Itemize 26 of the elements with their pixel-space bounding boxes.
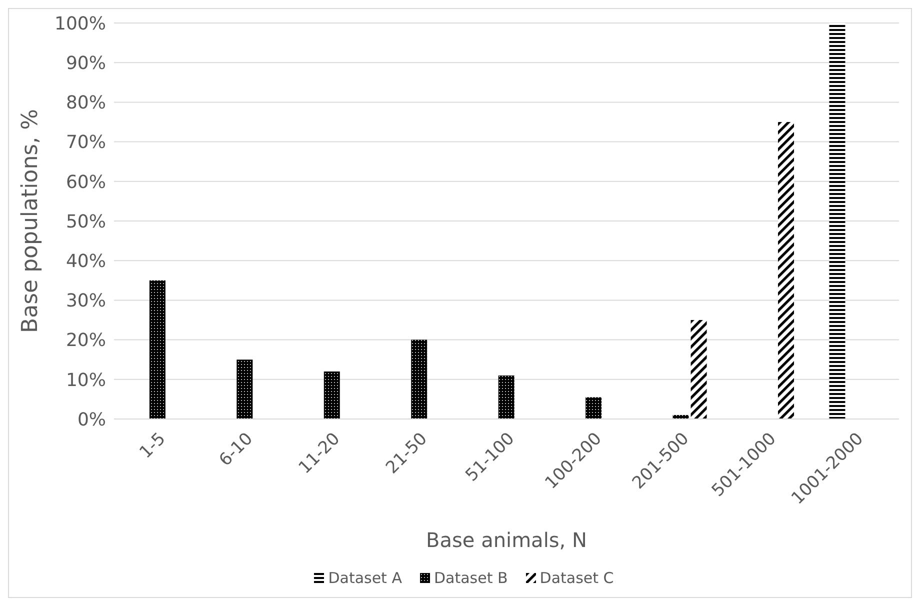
y-axis-title: Base populations, % [18, 109, 43, 333]
bar [324, 371, 340, 419]
y-tick-label: 90% [66, 52, 106, 74]
legend-label: Dataset C [540, 569, 614, 587]
bar [778, 122, 794, 419]
x-axis-title: Base animals, N [426, 528, 587, 552]
legend-label: Dataset A [328, 569, 402, 587]
bar [149, 280, 166, 419]
bar [411, 340, 428, 419]
y-tick-label: 70% [66, 132, 106, 154]
y-tick-label: 50% [66, 211, 106, 232]
y-tick-label: 30% [66, 290, 106, 312]
y-tick-label: 60% [66, 172, 106, 193]
bar [690, 320, 707, 419]
y-tick-label: 10% [66, 370, 106, 391]
bar [586, 397, 602, 419]
x-tick-label: 1-5 [136, 428, 170, 463]
bar [829, 23, 846, 419]
y-tick-label: 40% [66, 250, 106, 272]
bar [236, 360, 253, 419]
y-tick-label: 0% [77, 409, 106, 430]
y-tick-label: 100% [54, 13, 106, 34]
bar [498, 375, 514, 419]
y-tick-label: 20% [66, 330, 106, 352]
y-tick-label: 80% [66, 92, 106, 114]
legend-label: Dataset B [434, 569, 508, 587]
